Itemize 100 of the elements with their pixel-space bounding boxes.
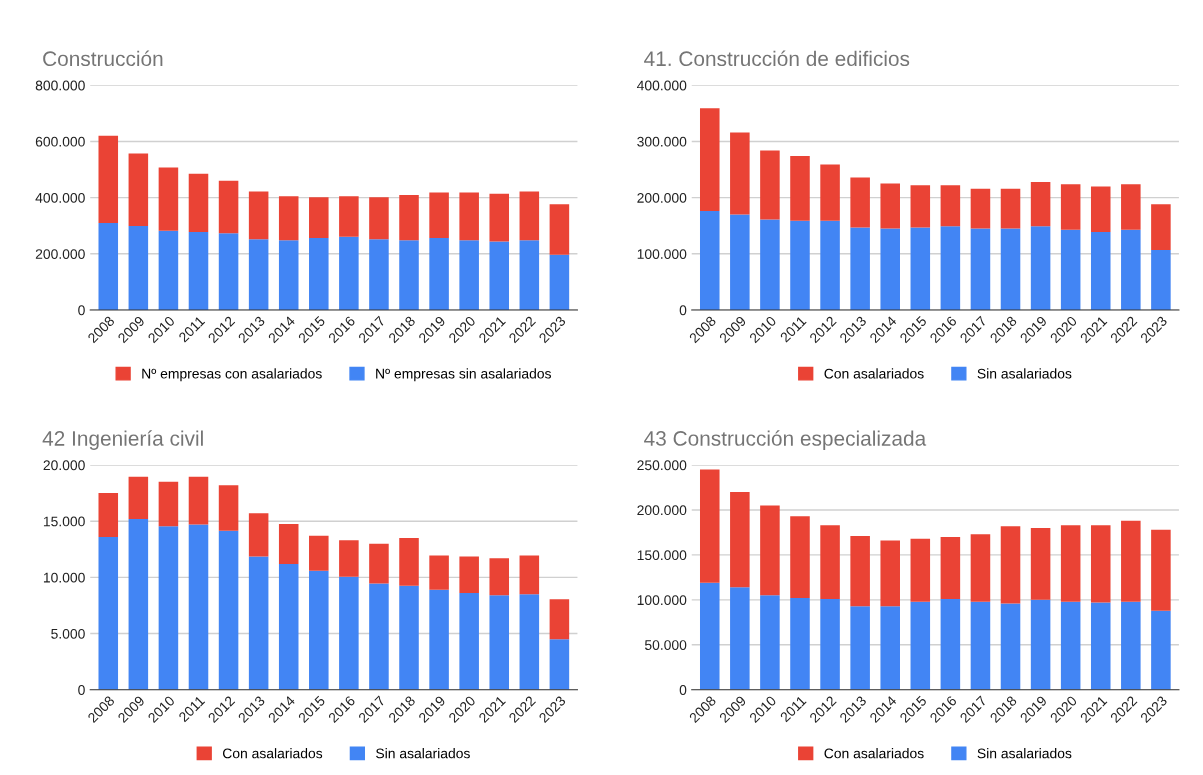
- bar: [730, 587, 750, 690]
- legend-label: Con asalariados: [824, 368, 924, 379]
- bar: [399, 195, 419, 241]
- bar: [459, 593, 479, 690]
- bar: [459, 556, 479, 594]
- bar: [278, 563, 299, 690]
- bar: [1000, 228, 1021, 310]
- bar: [218, 485, 239, 531]
- bar: [489, 558, 510, 596]
- bar: [700, 469, 720, 583]
- legend-label: Sin asalariados: [977, 368, 1072, 379]
- y-tick-label: 200.000: [637, 505, 687, 516]
- bar: [1090, 602, 1111, 690]
- bar: [429, 555, 449, 590]
- bar: [128, 476, 149, 519]
- bar: [218, 180, 239, 234]
- bar: [369, 197, 389, 240]
- bar: [158, 526, 179, 690]
- bar: [730, 132, 750, 215]
- bar: [940, 598, 961, 690]
- y-tick-label: 200.000: [637, 192, 687, 203]
- bar: [700, 582, 720, 690]
- y-tick-label: 200.000: [35, 249, 85, 259]
- bar: [98, 536, 119, 690]
- bar: [700, 108, 720, 212]
- bar: [1060, 184, 1081, 230]
- bar: [459, 240, 479, 310]
- bar: [158, 481, 179, 527]
- bar: [970, 534, 991, 602]
- bar: [339, 196, 359, 237]
- bar: [549, 204, 570, 255]
- bar: [820, 525, 840, 599]
- bar: [188, 476, 209, 525]
- bar: [128, 226, 149, 310]
- bar: [429, 589, 449, 690]
- y-tick-label: 5.000: [51, 628, 85, 639]
- bar: [820, 598, 840, 690]
- bar: [248, 191, 269, 240]
- y-tick-label: 100.000: [637, 249, 687, 259]
- bar: [1090, 231, 1111, 310]
- bar: [339, 236, 359, 310]
- bar: [1060, 601, 1081, 690]
- bar: [1121, 229, 1141, 310]
- bar: [1060, 229, 1081, 310]
- bar: [880, 606, 900, 690]
- bar: [278, 196, 299, 241]
- bar: [429, 192, 449, 239]
- bar: [339, 576, 359, 690]
- y-tick-label: 400.000: [35, 192, 85, 203]
- bar: [760, 595, 780, 690]
- bar: [790, 220, 810, 310]
- bar: [790, 598, 810, 690]
- legend-label: Con asalariados: [222, 748, 323, 759]
- y-tick-label: 10.000: [43, 572, 85, 583]
- y-tick-label: 15.000: [43, 516, 85, 527]
- bar: [1121, 520, 1141, 602]
- bar: [489, 193, 510, 242]
- bar: [730, 491, 750, 588]
- bar: [970, 188, 991, 229]
- y-tick-label: 400.000: [636, 80, 687, 91]
- bar: [850, 227, 870, 310]
- bar: [940, 185, 961, 227]
- bar: [1000, 526, 1021, 604]
- bar: [489, 595, 510, 690]
- bar: [940, 536, 961, 599]
- bar: [98, 222, 119, 310]
- bar: [700, 211, 720, 310]
- bar: [369, 583, 389, 690]
- bar: [218, 530, 239, 690]
- y-tick-label: 0: [679, 685, 687, 695]
- bar: [549, 639, 570, 690]
- bar: [760, 505, 780, 596]
- bar: [98, 135, 119, 223]
- bar: [1000, 188, 1021, 229]
- bar: [730, 214, 750, 310]
- y-tick-label: 250.000: [637, 460, 687, 471]
- bar: [970, 228, 991, 310]
- bar: [1151, 249, 1171, 310]
- bar: [1090, 186, 1111, 232]
- bar: [760, 150, 780, 220]
- bar: [399, 538, 419, 586]
- bar: [369, 543, 389, 584]
- legend-label: Nº empresas sin asalariados: [376, 368, 551, 382]
- bar: [248, 556, 269, 690]
- bar: [309, 570, 329, 690]
- y-tick-label: 100.000: [637, 595, 687, 606]
- y-tick-label: 600.000: [35, 136, 85, 147]
- y-tick-label: 0: [679, 305, 687, 316]
- bar: [1121, 601, 1141, 690]
- bar: [158, 230, 179, 310]
- bar: [790, 156, 810, 221]
- bar: [820, 164, 840, 221]
- chart-title: 41. Construcción de edificios: [644, 50, 910, 67]
- bar: [98, 493, 119, 537]
- bar: [790, 516, 810, 599]
- bar: [248, 239, 269, 310]
- bar: [760, 219, 780, 310]
- chart-title: 42 Ingeniería civil: [42, 430, 203, 450]
- bar: [519, 191, 540, 241]
- bar: [1030, 181, 1051, 227]
